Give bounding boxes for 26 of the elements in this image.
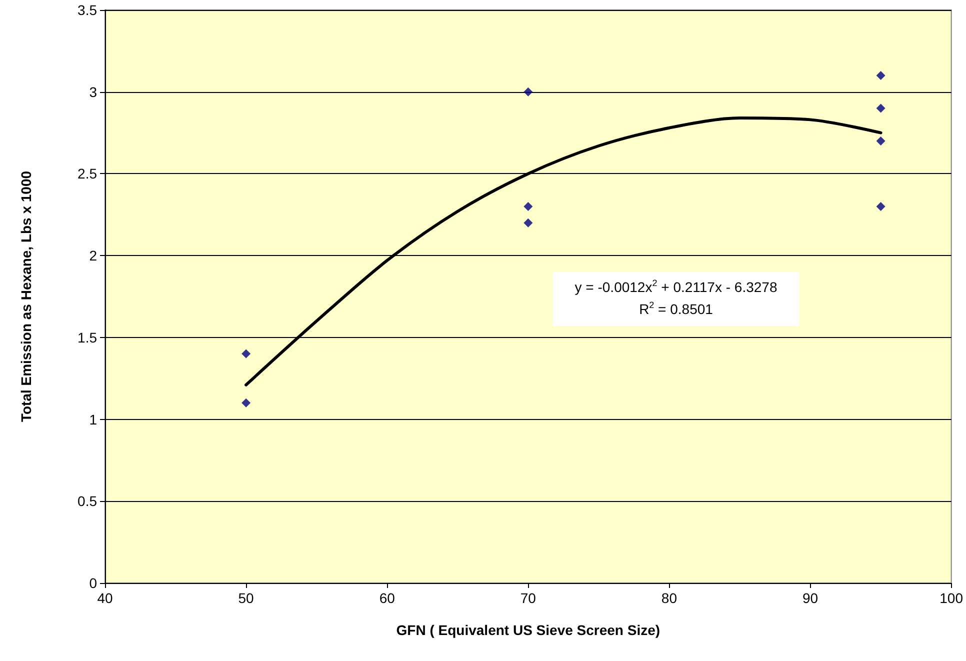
x-tick-label: 90: [802, 590, 818, 606]
y-tick-label: 2: [89, 248, 98, 264]
y-tick-label: 1: [89, 411, 98, 428]
point: [876, 70, 886, 80]
y-tick-label: 2.5: [78, 166, 98, 182]
point: [524, 202, 533, 211]
y-tick-label: 0: [89, 575, 98, 591]
point: [876, 202, 886, 211]
y-axis-title: Total Emission as Hexane, Lbs x 1000: [18, 170, 34, 422]
x-tick-label: 80: [661, 590, 678, 606]
point: [876, 104, 886, 113]
x-axis-title: GFN ( Equivalent US Sieve Screen Size): [396, 622, 660, 638]
x-tick-label: 60: [379, 590, 396, 606]
y-tick-label: 0.5: [78, 493, 98, 510]
x-tick-label: 70: [520, 590, 536, 606]
y-tick-label: 1.5: [78, 329, 98, 346]
y-tick-label: 3.5: [78, 2, 98, 18]
y-tick-label: 3: [89, 84, 98, 100]
point: [242, 349, 251, 358]
point: [524, 218, 533, 228]
point: [242, 398, 251, 408]
x-tick-label: 50: [238, 590, 254, 606]
point: [524, 87, 533, 96]
x-tick-label: 40: [97, 590, 113, 606]
x-tick-label: 100: [940, 590, 964, 606]
point: [876, 136, 886, 146]
